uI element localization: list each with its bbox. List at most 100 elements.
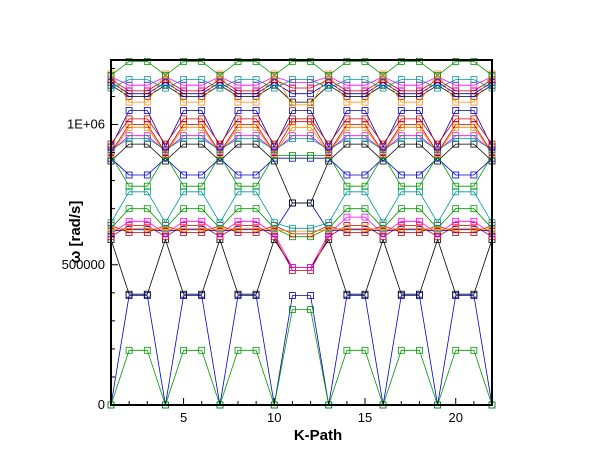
data-point [125, 135, 133, 142]
data-point [234, 58, 242, 65]
data-point [198, 346, 206, 354]
data-point [343, 171, 351, 179]
data-point [234, 76, 242, 83]
series-line [110, 79, 493, 89]
data-point [252, 346, 260, 354]
series-line [110, 191, 493, 229]
data-point [452, 205, 460, 213]
data-point [288, 101, 296, 109]
data-point [415, 290, 423, 298]
series-line [110, 84, 493, 103]
data-point [216, 84, 224, 92]
data-point [198, 171, 206, 179]
x-tick-label: 15 [358, 410, 372, 425]
data-point [180, 98, 188, 106]
data-point [470, 224, 478, 232]
data-point [125, 107, 133, 114]
data-point [180, 217, 188, 225]
data-point [234, 81, 242, 89]
data-point [415, 346, 423, 354]
data-point [307, 123, 315, 131]
data-point [270, 72, 278, 79]
data-point [325, 219, 333, 227]
data-point [180, 81, 188, 89]
data-point [307, 224, 315, 232]
data-point [343, 290, 351, 298]
data-point [288, 224, 296, 232]
data-point [415, 123, 423, 131]
data-point [198, 135, 206, 142]
data-point [470, 81, 478, 89]
series-16 [107, 123, 496, 158]
data-point [397, 205, 405, 213]
data-point [234, 98, 242, 106]
data-point [452, 107, 460, 114]
data-point [361, 115, 369, 123]
data-point [361, 182, 369, 190]
series-line [110, 309, 493, 407]
data-point [143, 229, 151, 236]
data-point [470, 290, 478, 298]
data-point [143, 58, 151, 65]
data-point [180, 224, 188, 232]
data-point [397, 98, 405, 106]
data-point [361, 58, 369, 65]
data-point [234, 123, 242, 131]
data-point [307, 76, 315, 83]
data-point [180, 182, 188, 190]
data-point [470, 171, 478, 179]
series-10 [107, 188, 496, 232]
data-point [198, 224, 206, 232]
data-point [180, 115, 188, 123]
series-line [110, 118, 493, 145]
data-point [161, 72, 169, 79]
data-point [325, 84, 333, 92]
data-point [180, 229, 188, 236]
data-point [252, 76, 260, 83]
data-point [216, 226, 224, 234]
data-point [161, 84, 169, 92]
data-point [198, 205, 206, 213]
data-point [361, 224, 369, 232]
data-point [252, 182, 260, 190]
data-point [343, 76, 351, 83]
data-point [125, 290, 133, 298]
data-point [307, 292, 315, 300]
x-tick-label: 5 [180, 410, 187, 425]
data-point [252, 290, 260, 298]
data-point [252, 224, 260, 232]
data-point [234, 290, 242, 298]
data-point [415, 171, 423, 179]
series-6 [107, 199, 496, 235]
data-point [397, 229, 405, 236]
data-point [125, 115, 133, 123]
data-point [143, 81, 151, 89]
data-point [234, 224, 242, 232]
data-point [198, 229, 206, 236]
data-point [180, 135, 188, 142]
series-line [110, 76, 493, 86]
series-26 [107, 58, 496, 79]
data-point [180, 58, 188, 65]
series-line [110, 110, 493, 148]
data-point [452, 58, 460, 65]
data-point [143, 346, 151, 354]
data-point [161, 226, 169, 234]
data-point [180, 346, 188, 354]
data-point [361, 205, 369, 213]
data-point [361, 229, 369, 236]
data-point [216, 72, 224, 79]
data-point [143, 224, 151, 232]
axis-ticks [110, 67, 493, 406]
data-point [415, 229, 423, 236]
data-point [397, 81, 405, 89]
data-point [143, 182, 151, 190]
series-line [110, 238, 493, 295]
data-point [452, 224, 460, 232]
data-point [307, 199, 315, 207]
data-point [343, 58, 351, 65]
data-point [252, 123, 260, 131]
data-point [434, 150, 442, 158]
data-point [397, 290, 405, 298]
data-point [234, 346, 242, 354]
